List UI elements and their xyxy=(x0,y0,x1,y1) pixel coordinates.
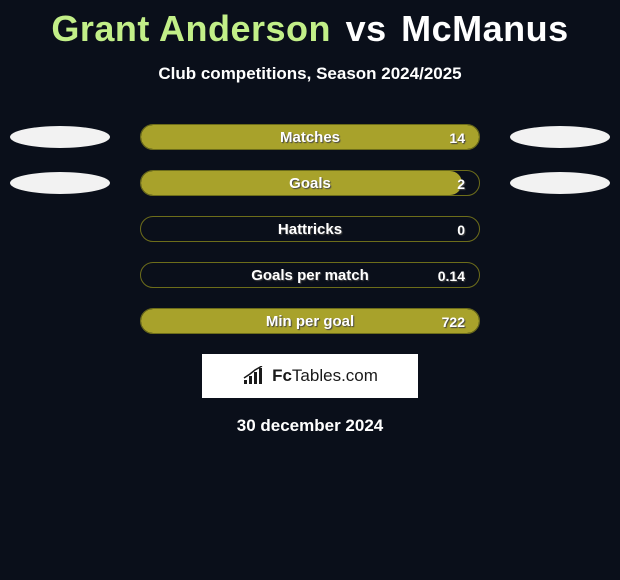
player2-name: McManus xyxy=(401,8,569,49)
stat-bar: Goals per match0.14 xyxy=(140,262,480,288)
stat-label: Hattricks xyxy=(141,217,479,242)
right-oval xyxy=(510,172,610,194)
stat-label: Matches xyxy=(141,125,479,150)
subtitle: Club competitions, Season 2024/2025 xyxy=(0,64,620,84)
stat-label: Goals xyxy=(141,171,479,196)
stat-bar: Hattricks0 xyxy=(140,216,480,242)
stat-bar: Min per goal722 xyxy=(140,308,480,334)
stat-row: Min per goal722 xyxy=(0,308,620,334)
stat-value: 0.14 xyxy=(438,263,465,288)
brand-text-rest: Tables.com xyxy=(292,366,378,385)
brand-text-fc: Fc xyxy=(272,366,292,385)
stat-bar: Goals2 xyxy=(140,170,480,196)
stat-row: Matches14 xyxy=(0,124,620,150)
stat-label: Goals per match xyxy=(141,263,479,288)
bar-chart-icon xyxy=(242,366,266,386)
comparison-chart: Matches14 Goals2 Hattricks0 Goals per match… xyxy=(0,124,620,334)
player1-name: Grant Anderson xyxy=(51,8,331,49)
stat-row: Goals2 xyxy=(0,170,620,196)
stat-row: Goals per match0.14 xyxy=(0,262,620,288)
date-text: 30 december 2024 xyxy=(0,416,620,436)
stat-value: 2 xyxy=(457,171,465,196)
stat-value: 0 xyxy=(457,217,465,242)
infographic-container: Grant Anderson vs McManus Club competiti… xyxy=(0,0,620,580)
left-oval xyxy=(10,172,110,194)
stat-row: Hattricks0 xyxy=(0,216,620,242)
left-oval xyxy=(10,126,110,148)
stat-label: Min per goal xyxy=(141,309,479,334)
brand-text: FcTables.com xyxy=(272,366,378,386)
stat-bar: Matches14 xyxy=(140,124,480,150)
page-title: Grant Anderson vs McManus xyxy=(0,0,620,50)
stat-value: 14 xyxy=(449,125,465,150)
vs-text: vs xyxy=(346,8,387,49)
brand-box[interactable]: FcTables.com xyxy=(202,354,418,398)
right-oval xyxy=(510,126,610,148)
stat-value: 722 xyxy=(442,309,465,334)
